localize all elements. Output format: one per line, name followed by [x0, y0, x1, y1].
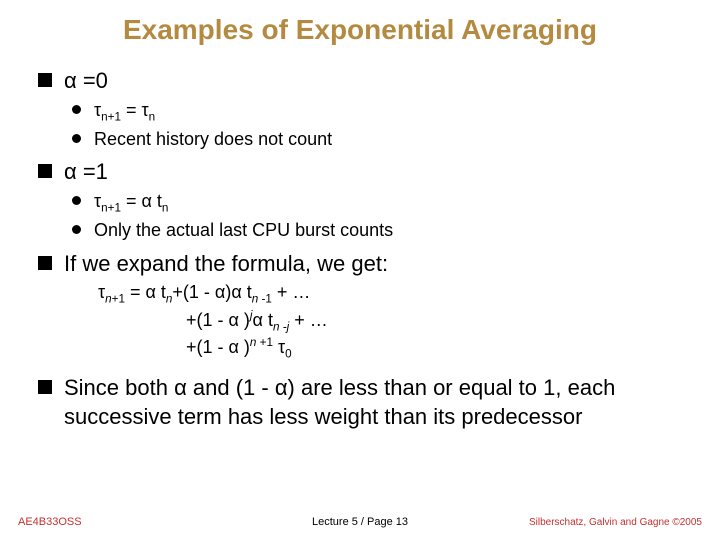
bullet-alpha-0-text: Recent history does not count: [38, 127, 690, 151]
f3b: τ: [273, 337, 285, 357]
bullet-alpha-1-text: Only the actual last CPU burst counts: [38, 218, 690, 242]
eq-mid: = τ: [121, 100, 149, 120]
slide-content: α =0 τn+1 = τn Recent history does not c…: [0, 56, 720, 432]
bullet-alpha-1-eq: τn+1 = α tn: [38, 189, 690, 216]
footer: AE4B33OSS Lecture 5 / Page 13 Silberscha…: [0, 516, 720, 528]
f1b: = α t: [125, 282, 166, 302]
f1s1b: +1: [112, 293, 125, 306]
formula-line-2: +(1 - α )jα tn -j + …: [98, 308, 690, 335]
bullet-alpha-0-eq: τn+1 = τn: [38, 98, 690, 125]
formula-line-1: τn+1 = α tn+(1 - α)α tn -1 + …: [98, 280, 690, 307]
slide-title: Examples of Exponential Averaging: [0, 0, 720, 56]
f3s: 0: [285, 348, 292, 361]
footer-right: Silberschatz, Galvin and Gagne ©2005: [529, 517, 702, 528]
footer-center: Lecture 5 / Page 13: [312, 516, 408, 528]
f3supb: +1: [256, 336, 273, 349]
formula-line-3: +(1 - α )n +1 τ0: [98, 335, 690, 362]
sub2-n: n: [162, 202, 169, 215]
f1s3b: -1: [258, 293, 272, 306]
f2sb: -j: [279, 320, 289, 333]
f2c: + …: [289, 310, 328, 330]
bullet-expand: If we expand the formula, we get:: [38, 249, 690, 279]
f2a: +(1 - α ): [186, 310, 250, 330]
sub-n1: n+1: [101, 110, 121, 123]
bullet-alpha-1: α =1: [38, 157, 690, 187]
sub-n: n: [149, 110, 156, 123]
f3a: +(1 - α ): [186, 337, 250, 357]
formula-block: τn+1 = α tn+(1 - α)α tn -1 + … +(1 - α )…: [38, 280, 690, 362]
f1d: + …: [272, 282, 311, 302]
bullet-alpha-0: α =0: [38, 66, 690, 96]
sub2-n1: n+1: [101, 202, 121, 215]
f2b: α t: [253, 310, 273, 330]
bullet-conclusion: Since both α and (1 - α) are less than o…: [38, 373, 690, 432]
footer-left: AE4B33OSS: [18, 516, 82, 528]
f1c: +(1 - α)α t: [172, 282, 251, 302]
eq2-mid: = α t: [121, 191, 162, 211]
